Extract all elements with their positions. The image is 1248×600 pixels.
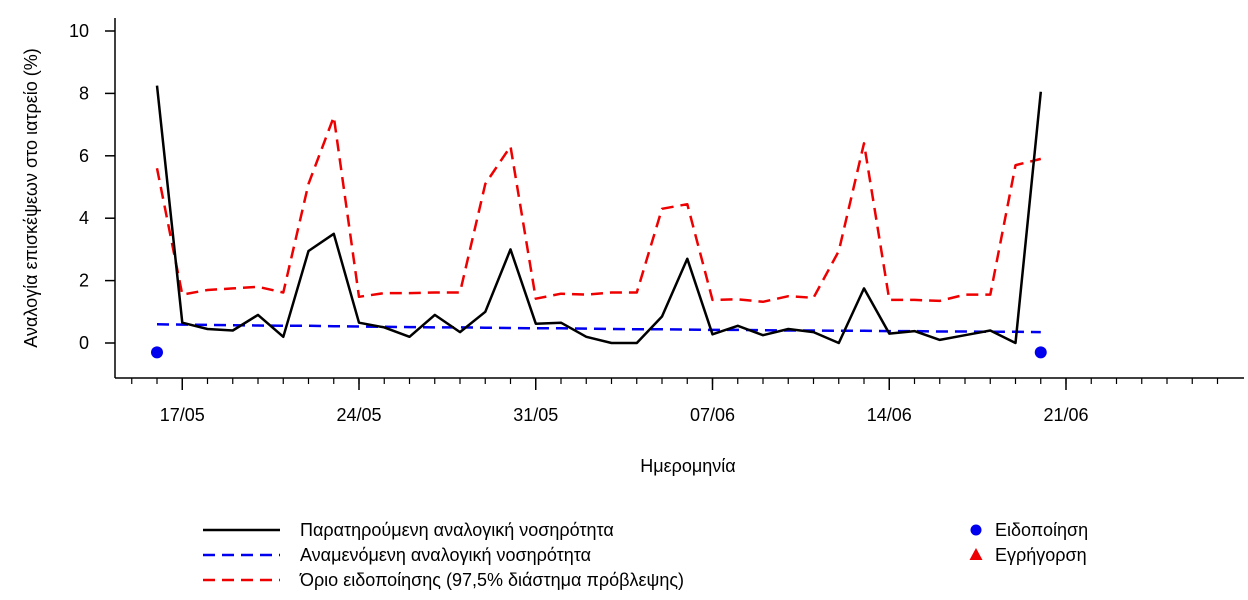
y-tick-label: 10 [69,21,89,41]
legend-symbol-label-1: Εγρήγορση [995,545,1087,565]
y-tick-label: 2 [79,271,89,291]
legend-triangle-icon [969,548,983,560]
legend: Παρατηρούμενη αναλογική νοσηρότητα Αναμεν… [203,520,1088,590]
alert-marker [151,346,163,359]
legend-label-2: Όριο ειδοποίησης (97,5% διάστημα πρόβλεψ… [299,570,684,590]
y-axis-title: Αναλογία επισκέψεων στο ιατρείο (%) [21,48,41,347]
plot-area [151,85,1047,359]
x-tick-label: 07/06 [690,405,735,425]
y-tick-label: 4 [79,208,89,228]
alert-marker [1034,346,1047,359]
x-axis-title: Ημερομηνία [640,456,735,476]
x-tick-label: 21/06 [1043,405,1088,425]
series-line-1 [156,323,1041,334]
legend-label-1: Αναμενόμενη αναλογική νοσηρότητα [300,545,591,565]
y-tick-label: 0 [79,333,89,353]
x-tick-label: 14/06 [867,405,912,425]
x-tick-label: 31/05 [513,405,558,425]
x-tick-label: 24/05 [336,405,381,425]
legend-symbol-label-0: Ειδοποίηση [995,520,1088,540]
series-line-0 [155,85,1043,345]
x-tick-label: 17/05 [160,405,205,425]
axes: 0 2 4 6 8 10 17/05 24/05 31/05 07/06 14/06 21/06 [69,18,1244,425]
series-line-2 [155,115,1042,304]
y-tick-label: 8 [79,83,89,103]
legend-label-0: Παρατηρούμενη αναλογική νοσηρότητα [300,520,614,540]
y-tick-label: 6 [79,146,89,166]
legend-circle-icon [970,524,982,536]
